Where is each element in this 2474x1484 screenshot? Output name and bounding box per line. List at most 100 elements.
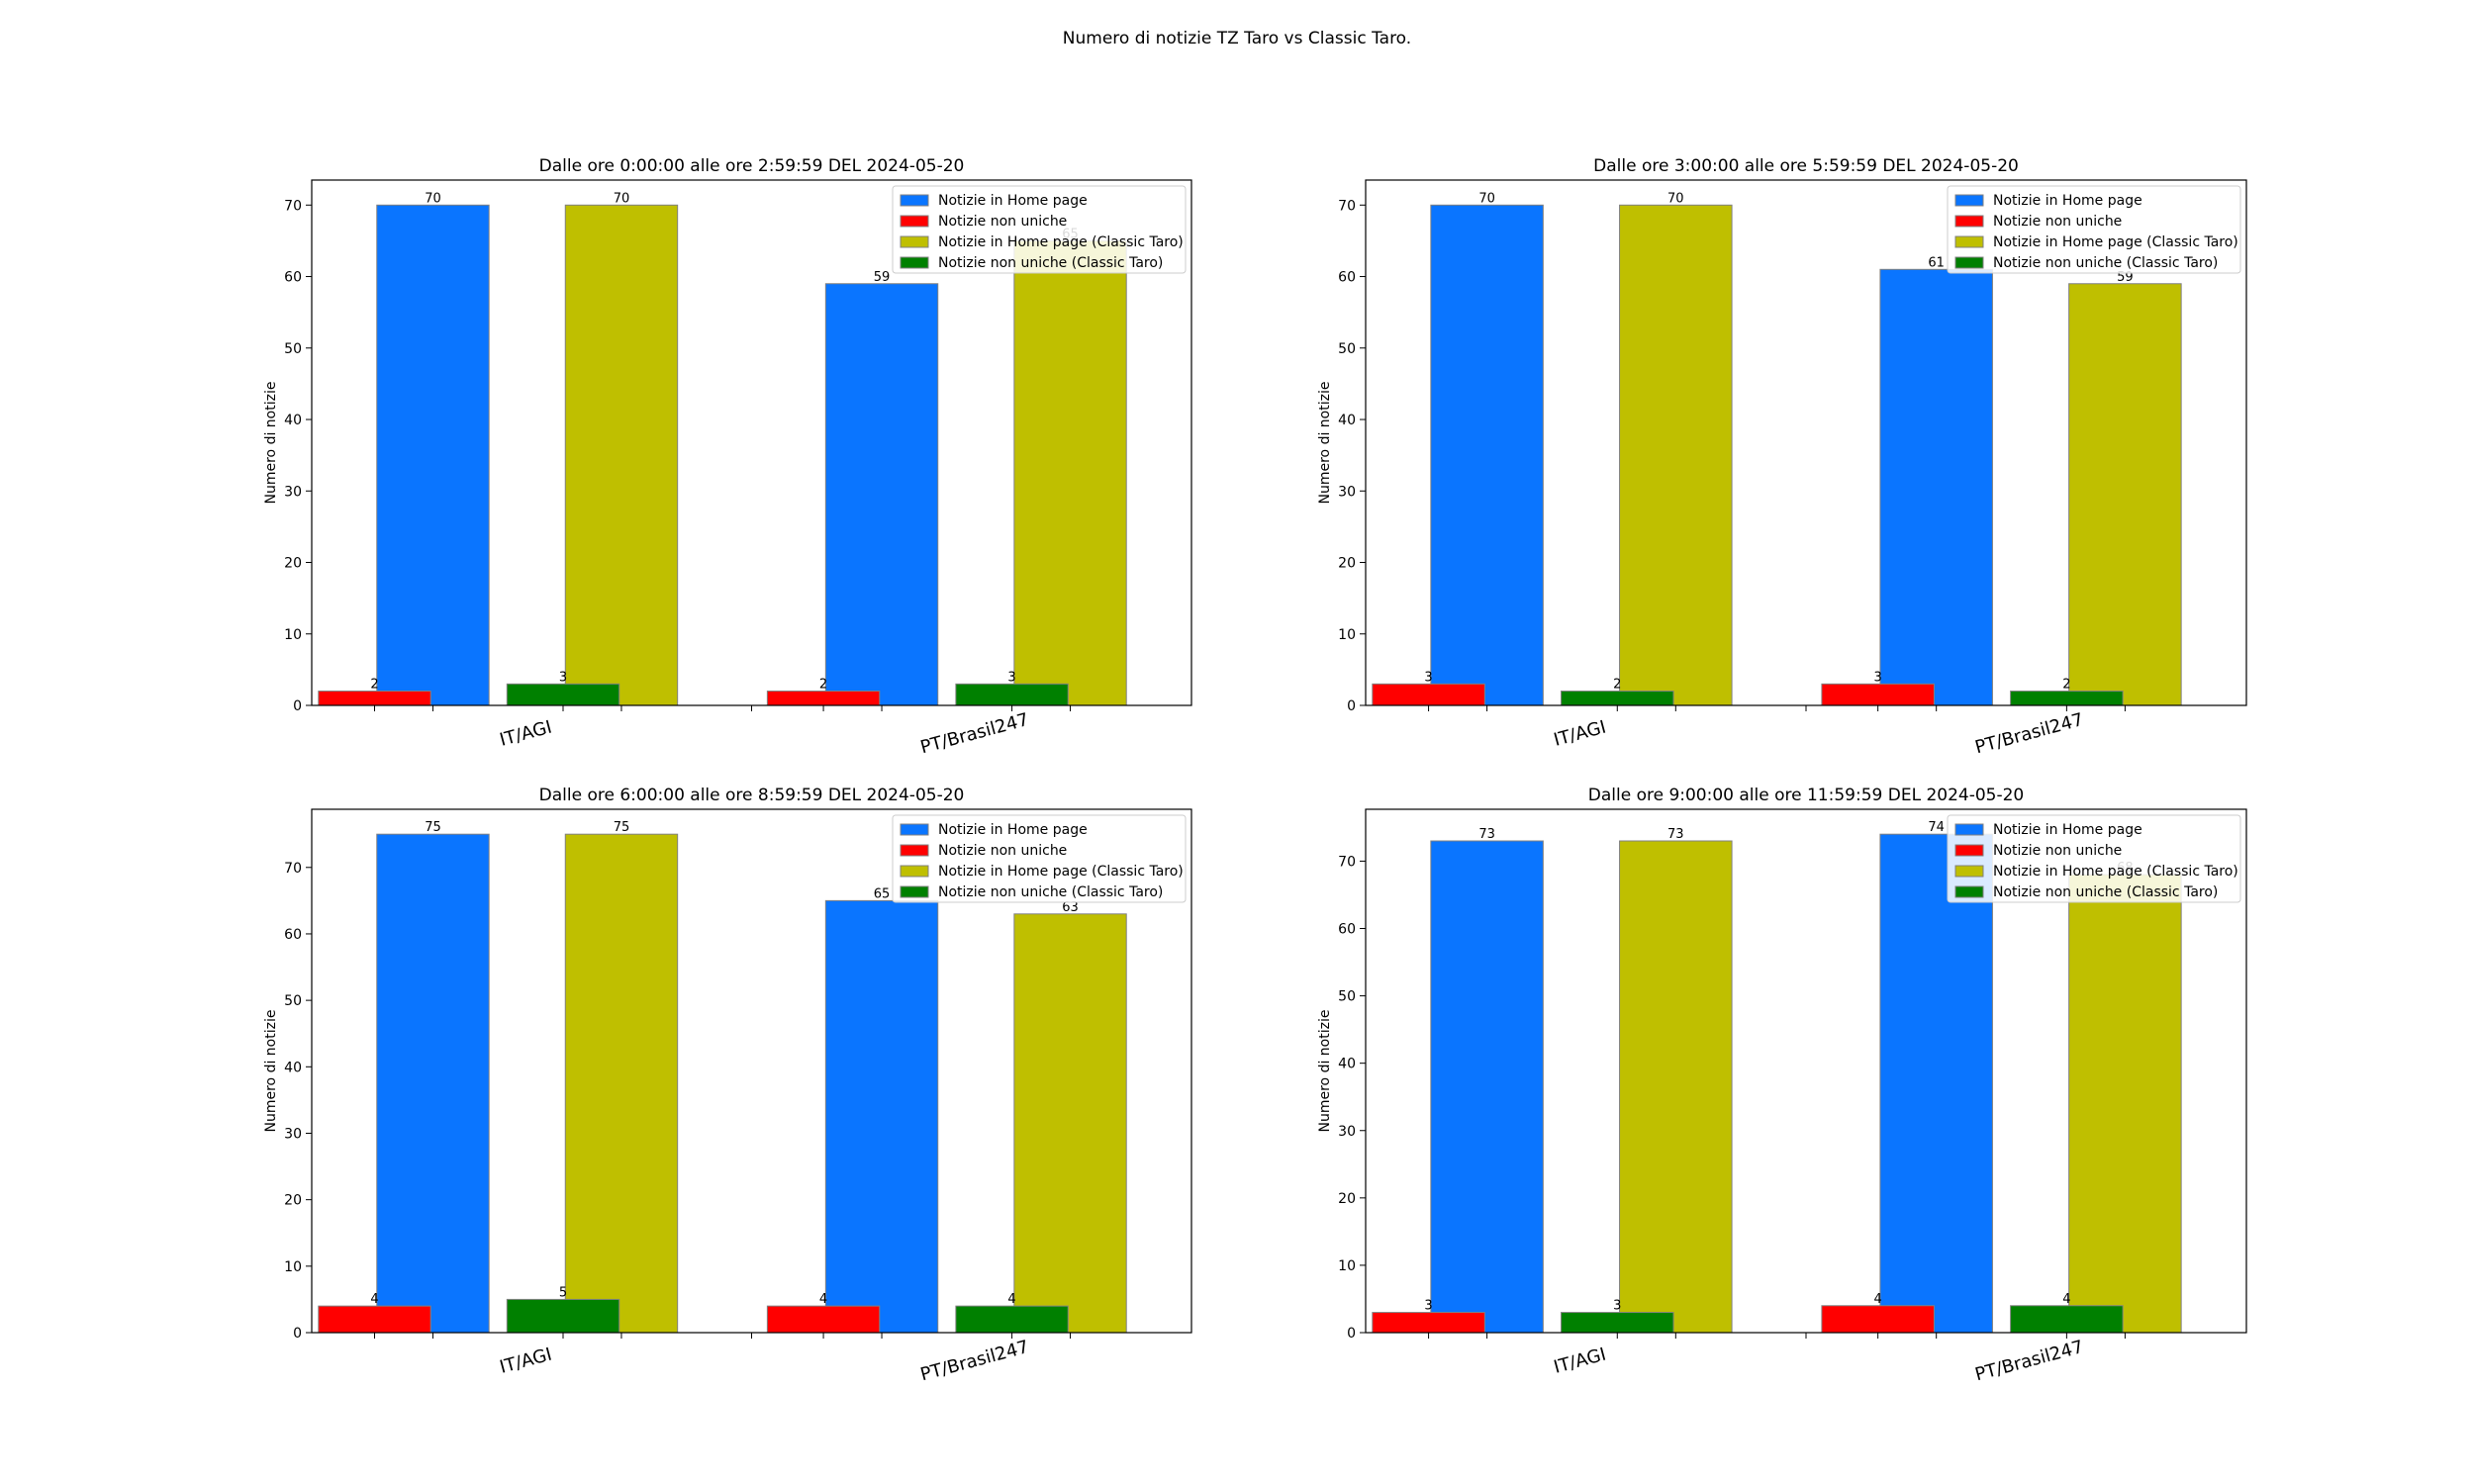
bar-series-4 — [955, 1305, 1069, 1334]
legend-entry: Notizie in Home page (Classic Taro) — [1993, 864, 2238, 880]
legend-swatch — [1954, 885, 1984, 898]
y-tick-label: 40 — [284, 1060, 302, 1075]
legend: Notizie in Home page Notizie non uniche No… — [892, 185, 1187, 274]
bar-value-label: 70 — [614, 191, 630, 206]
legend: Notizie in Home page Notizie non uniche No… — [1947, 814, 2241, 903]
bar-series-4 — [2010, 1305, 2124, 1334]
y-tick-label: 70 — [1338, 198, 1356, 214]
bar-series-4 — [955, 683, 1069, 706]
bar-series-3 — [564, 833, 679, 1334]
legend-entry: Notizie in Home page — [938, 193, 1088, 209]
y-tick-label: 60 — [1338, 922, 1356, 938]
bar-value-label: 73 — [1478, 827, 1495, 842]
legend-swatch — [900, 885, 929, 898]
subplot-3: Dalle ore 6:00:00 alle ore 8:59:59 DEL 2… — [263, 786, 1192, 1385]
legend-entry: Notizie in Home page — [1993, 822, 2142, 838]
y-tick-label: 20 — [284, 556, 302, 572]
legend-swatch — [1954, 844, 1984, 857]
legend-box — [1947, 814, 2241, 903]
bar-value-label: 3 — [1874, 670, 1882, 685]
bar-value-label: 75 — [425, 820, 441, 835]
bar-series-2 — [318, 691, 431, 706]
legend-swatch — [1954, 215, 1984, 228]
legend-swatch — [900, 215, 929, 228]
legend-entry: Notizie in Home page (Classic Taro) — [1993, 234, 2238, 250]
legend-entry: Notizie non uniche (Classic Taro) — [1993, 255, 2218, 271]
bar-series-3 — [2068, 283, 2182, 706]
bar-series-3 — [564, 204, 679, 706]
y-tick-label: 20 — [284, 1193, 302, 1209]
bar-series-1 — [1879, 833, 1993, 1334]
subplot-title: Dalle ore 0:00:00 alle ore 2:59:59 DEL 2… — [539, 156, 965, 176]
legend-swatch — [900, 256, 929, 269]
x-category-label: PT/Brasil247 — [918, 1337, 1031, 1385]
bar-series-2 — [766, 1305, 881, 1334]
y-tick-label: 70 — [1338, 854, 1356, 870]
legend-box — [892, 814, 1187, 903]
x-category-label: IT/AGI — [1552, 1345, 1608, 1378]
legend-box — [1947, 185, 2241, 274]
x-category-label: IT/AGI — [498, 717, 554, 751]
legend-swatch — [1954, 256, 1984, 269]
legend-entry: Notizie in Home page — [1993, 193, 2142, 209]
subplot-2: Dalle ore 3:00:00 alle ore 5:59:59 DEL 2… — [1317, 156, 2247, 758]
subplots-container: Dalle ore 0:00:00 alle ore 2:59:59 DEL 2… — [263, 156, 2247, 1385]
bar-value-label: 2 — [2062, 678, 2070, 693]
y-tick-label: 50 — [1338, 341, 1356, 357]
bar-series-1 — [1879, 268, 1993, 706]
figure-suptitle: Numero di notizie TZ Taro vs Classic Tar… — [1063, 29, 1411, 48]
y-tick-label: 70 — [284, 198, 302, 214]
y-axis-label: Numero di notizie — [263, 382, 279, 505]
subplot-title: Dalle ore 6:00:00 alle ore 8:59:59 DEL 2… — [539, 786, 965, 805]
bar-value-label: 5 — [559, 1285, 567, 1300]
legend-entry: Notizie non uniche (Classic Taro) — [1993, 884, 2218, 900]
legend-swatch — [900, 844, 929, 857]
y-tick-label: 60 — [284, 270, 302, 286]
bar-value-label: 75 — [614, 820, 630, 835]
bar-value-label: 70 — [1667, 191, 1684, 206]
bar-series-2 — [766, 691, 881, 706]
legend-entry: Notizie in Home page (Classic Taro) — [938, 234, 1184, 250]
bar-value-label: 59 — [874, 270, 891, 285]
y-tick-label: 10 — [1338, 1258, 1356, 1274]
subplot-4: Dalle ore 9:00:00 alle ore 11:59:59 DEL … — [1317, 786, 2247, 1385]
y-tick-label: 60 — [1338, 270, 1356, 286]
bar-value-label: 61 — [1928, 255, 1945, 270]
y-tick-label: 20 — [1338, 556, 1356, 572]
legend-entry: Notizie non uniche (Classic Taro) — [938, 884, 1163, 900]
bar-value-label: 3 — [1424, 1299, 1432, 1314]
y-tick-label: 0 — [1347, 698, 1356, 714]
y-tick-label: 50 — [1338, 989, 1356, 1005]
bar-series-4 — [506, 1298, 620, 1334]
x-category-label: IT/AGI — [1552, 717, 1608, 751]
bar-value-label: 4 — [370, 1292, 378, 1307]
bar-series-3 — [2068, 874, 2182, 1334]
y-tick-label: 30 — [284, 484, 302, 500]
legend-swatch — [900, 194, 929, 207]
bar-series-2 — [318, 1305, 431, 1334]
legend-entry: Notizie in Home page — [938, 822, 1088, 838]
bar-series-3 — [1619, 840, 1733, 1334]
legend-swatch — [900, 823, 929, 836]
legend-entry: Notizie non uniche — [938, 843, 1067, 859]
legend-entry: Notizie non uniche — [1993, 214, 2122, 230]
legend: Notizie in Home page Notizie non uniche No… — [1947, 185, 2241, 274]
legend-swatch — [1954, 823, 1984, 836]
subplot-title: Dalle ore 3:00:00 alle ore 5:59:59 DEL 2… — [1593, 156, 2019, 176]
bar-value-label: 3 — [1424, 670, 1432, 685]
y-tick-label: 20 — [1338, 1191, 1356, 1207]
x-category-label: PT/Brasil247 — [1973, 709, 2086, 758]
y-tick-label: 0 — [1347, 1326, 1356, 1342]
bar-value-label: 2 — [370, 678, 378, 693]
bar-series-1 — [824, 899, 939, 1334]
y-tick-label: 30 — [284, 1126, 302, 1142]
y-tick-label: 0 — [293, 698, 302, 714]
x-category-label: PT/Brasil247 — [918, 709, 1031, 758]
bar-series-1 — [1430, 204, 1544, 706]
subplot-title: Dalle ore 9:00:00 alle ore 11:59:59 DEL … — [1588, 786, 2025, 805]
y-tick-label: 40 — [1338, 413, 1356, 428]
legend-entry: Notizie in Home page (Classic Taro) — [938, 864, 1184, 880]
bar-value-label: 3 — [559, 670, 567, 685]
legend-swatch — [1954, 194, 1984, 207]
bar-value-label: 3 — [1007, 670, 1015, 685]
